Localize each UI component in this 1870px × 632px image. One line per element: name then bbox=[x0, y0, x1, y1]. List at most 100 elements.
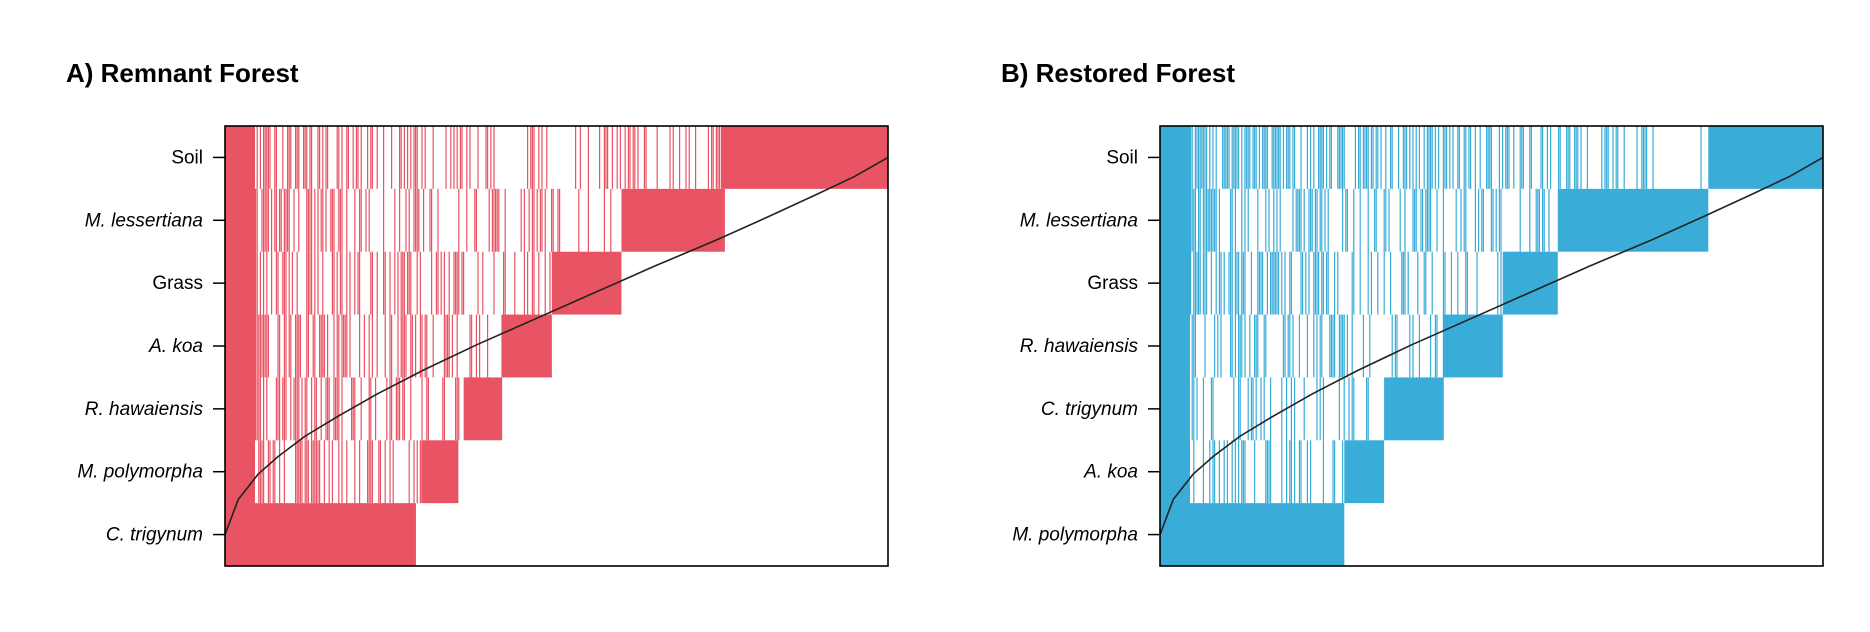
barcode-line bbox=[1463, 188, 1465, 252]
barcode-line bbox=[1238, 440, 1240, 504]
barcode-line bbox=[299, 440, 301, 504]
barcode-line bbox=[1281, 377, 1283, 441]
barcode-line bbox=[1220, 251, 1222, 315]
barcode-line bbox=[271, 188, 273, 252]
barcode-line bbox=[1190, 251, 1192, 315]
barcode-line bbox=[314, 188, 316, 252]
barcode-line bbox=[1314, 188, 1316, 252]
barcode-line bbox=[402, 314, 404, 378]
barcode-line bbox=[1415, 188, 1417, 252]
panel-restored-forest: B) Restored Forest Soil M. lessertiana Gra… bbox=[935, 0, 1870, 632]
barcode-line bbox=[1530, 126, 1532, 189]
barcode-line bbox=[495, 188, 497, 252]
chart-restored-forest: Soil M. lessertiana Grass R. hawaiensis C. t… bbox=[1012, 125, 1824, 567]
barcode-line bbox=[435, 251, 437, 315]
barcode-line bbox=[306, 440, 308, 504]
barcode-line bbox=[371, 314, 373, 378]
barcode-line bbox=[1476, 251, 1478, 315]
y-tick-label: A. koa bbox=[148, 336, 203, 357]
barcode-line bbox=[1646, 126, 1648, 189]
barcode-line bbox=[1398, 126, 1400, 189]
solid-block bbox=[1557, 188, 1709, 252]
barcode-line bbox=[419, 314, 421, 378]
barcode-line bbox=[407, 251, 409, 315]
barcode-line bbox=[1327, 251, 1329, 315]
barcode-line bbox=[311, 251, 313, 315]
barcode-line bbox=[1316, 314, 1318, 378]
barcode-line bbox=[266, 126, 268, 189]
barcode-line bbox=[1193, 251, 1195, 315]
barcode-line bbox=[341, 126, 343, 189]
barcode-line bbox=[1442, 314, 1444, 378]
barcode-line bbox=[255, 188, 257, 252]
barcode-line bbox=[1289, 251, 1291, 315]
barcode-line bbox=[1220, 314, 1222, 378]
barcode-line bbox=[274, 188, 276, 252]
barcode-line bbox=[397, 314, 399, 378]
barcode-line bbox=[1351, 377, 1353, 441]
y-tick-label: Grass bbox=[152, 273, 203, 294]
barcode-line bbox=[1548, 188, 1550, 252]
barcode-line bbox=[1242, 251, 1244, 315]
barcode-line bbox=[288, 126, 290, 189]
barcode-line bbox=[1380, 126, 1382, 189]
barcode-line bbox=[1321, 188, 1323, 252]
barcode-line bbox=[371, 126, 373, 189]
barcode-line bbox=[352, 377, 354, 441]
barcode-line bbox=[272, 440, 274, 504]
solid-block bbox=[225, 503, 416, 566]
barcode-line bbox=[389, 377, 391, 441]
barcode-line bbox=[1644, 126, 1646, 189]
barcode-line bbox=[331, 188, 333, 252]
barcode-line bbox=[528, 188, 530, 252]
barcode-line bbox=[263, 126, 265, 189]
barcode-line bbox=[1642, 126, 1644, 189]
barcode-line bbox=[296, 440, 298, 504]
barcode-line bbox=[523, 251, 525, 315]
barcode-line bbox=[1337, 251, 1339, 315]
barcode-line bbox=[259, 251, 261, 315]
panel-remnant-forest: A) Remnant Forest Soil M. lessertiana Gras… bbox=[66, 58, 889, 567]
barcode-line bbox=[607, 126, 609, 189]
solid-block bbox=[1708, 126, 1823, 189]
barcode-line bbox=[299, 314, 301, 378]
barcode-line bbox=[320, 188, 322, 252]
barcode-line bbox=[544, 251, 546, 315]
barcode-line bbox=[283, 440, 285, 504]
barcode-line bbox=[346, 251, 348, 315]
barcode-line bbox=[1455, 188, 1457, 252]
barcode-line bbox=[1612, 126, 1614, 189]
barcode-line bbox=[341, 188, 343, 252]
barcode-line bbox=[325, 377, 327, 441]
barcode-line bbox=[1372, 126, 1374, 189]
y-tick-label: A. koa bbox=[1083, 462, 1138, 483]
barcode-line bbox=[587, 188, 589, 252]
barcode-line bbox=[1377, 126, 1379, 189]
barcode-line bbox=[1202, 251, 1204, 315]
barcode-line bbox=[1580, 126, 1582, 189]
barcode-line bbox=[1236, 251, 1238, 315]
barcode-line bbox=[280, 188, 282, 252]
barcode-line bbox=[413, 126, 415, 189]
barcode-line bbox=[1278, 251, 1280, 315]
barcode-line bbox=[1394, 314, 1396, 378]
barcode-line bbox=[1353, 188, 1355, 252]
barcode-line bbox=[295, 377, 297, 441]
barcode-line bbox=[1577, 126, 1579, 189]
barcode-line bbox=[1204, 251, 1206, 315]
barcode-line bbox=[261, 188, 263, 252]
barcode-line bbox=[394, 251, 396, 315]
barcode-line bbox=[1210, 251, 1212, 315]
solid-block bbox=[1160, 503, 1345, 566]
barcode-line bbox=[1498, 126, 1500, 189]
barcode-line bbox=[339, 251, 341, 315]
barcode-line bbox=[1306, 440, 1308, 504]
barcode-line bbox=[1196, 251, 1198, 315]
barcode-line bbox=[317, 440, 319, 504]
barcode-line bbox=[386, 377, 388, 441]
barcode-line bbox=[256, 188, 258, 252]
barcode-line bbox=[383, 251, 385, 315]
barcode-line bbox=[333, 251, 335, 315]
barcode-line bbox=[301, 440, 303, 504]
barcode-line bbox=[341, 251, 343, 315]
